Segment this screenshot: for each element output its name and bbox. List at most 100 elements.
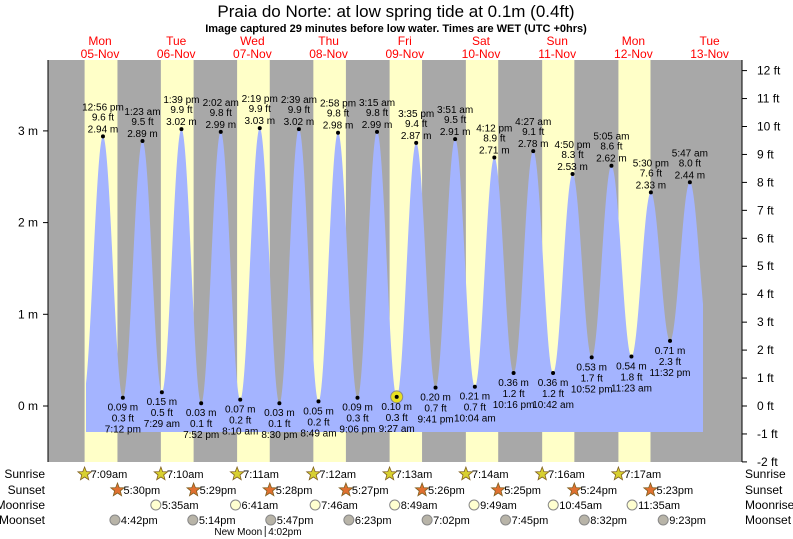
tide-height-ft: 9.9 ft (288, 105, 310, 116)
tide-time: 10:52 pm (571, 384, 613, 395)
tide-height-m: 0.15 m (147, 397, 178, 408)
day-label-date: 09-Nov (385, 47, 424, 61)
tide-point (355, 395, 360, 400)
y-left-tick-label: 2 m (18, 216, 38, 230)
day-label-dow: Sat (472, 34, 491, 48)
moonrise-icon (468, 499, 480, 511)
sunset-icon (566, 481, 583, 497)
sunrise-icon (458, 465, 474, 481)
day-label-dow: Tue (166, 34, 187, 48)
sunset-time: 5:24pm (580, 485, 617, 497)
y-left-tick-label: 1 m (18, 307, 38, 321)
y-right-tick-label: 0 ft (757, 399, 774, 413)
moonrise-time: 6:41am (242, 500, 279, 512)
tide-height-ft: 9.5 ft (444, 115, 466, 126)
sunset-icon (414, 481, 430, 497)
tide-height-m: 2.71 m (479, 145, 510, 156)
sunrise-icon (610, 465, 627, 481)
tide-time: 7:29 am (144, 419, 180, 430)
tide-point (589, 355, 594, 360)
sunset-time: 5:27pm (352, 485, 389, 497)
tide-height-ft: 9.8 ft (366, 108, 388, 119)
tide-point (159, 390, 164, 395)
tide-height-ft: 0.2 ft (307, 417, 329, 428)
tide-time: 3:51 am (437, 105, 473, 116)
tide-point (492, 155, 497, 160)
tide-height-m: 2.87 m (401, 131, 432, 142)
tide-time: 2:39 am (281, 95, 317, 106)
moonrise-time: 9:49am (480, 500, 517, 512)
day-label-date: 13-Nov (690, 47, 729, 61)
day-label-dow: Mon (88, 34, 111, 48)
moonrise-icon (309, 499, 321, 511)
y-right-tick-label: 6 ft (757, 231, 774, 245)
tide-point (570, 171, 575, 176)
tide-height-ft: 9.6 ft (92, 112, 114, 123)
sunrise-time: 7:13am (396, 469, 433, 481)
day-label-date: 07-Nov (233, 47, 272, 61)
tide-time: 7:12 pm (105, 425, 141, 436)
tide-height-ft: 9.5 ft (131, 117, 153, 128)
tide-height-m: 2.99 m (362, 120, 393, 131)
tide-point (531, 149, 536, 154)
moonset-icon (187, 514, 199, 526)
day-label-date: 08-Nov (309, 47, 348, 61)
tide-point (296, 127, 301, 132)
tide-time: 9:27 am (379, 424, 415, 435)
sunrise-row-label: Sunrise (4, 467, 45, 481)
tide-time: 11:32 pm (650, 368, 691, 379)
tide-height-ft: 8.6 ft (600, 142, 622, 153)
tide-height-m: 0.09 m (108, 403, 139, 414)
tide-point (199, 401, 204, 406)
tide-height-m: 0.21 m (460, 392, 491, 403)
day-label-dow: Fri (398, 34, 412, 48)
moonset-time: 8:32pm (590, 515, 627, 527)
tide-time: 4:50 pm (554, 140, 590, 151)
y-right-tick-label: 11 ft (757, 92, 780, 106)
tide-height-ft: 0.1 ft (268, 419, 290, 430)
tide-height-m: 0.05 m (303, 406, 334, 417)
tide-height-ft: 1.7 ft (581, 373, 603, 384)
tide-height-ft: 9.1 ft (522, 127, 544, 138)
moonset-icon (109, 514, 121, 526)
sunset-time: 5:25pm (504, 485, 541, 497)
y-right-tick-label: 4 ft (757, 287, 774, 301)
y-right-tick-label: 2 ft (757, 343, 774, 357)
tide-height-m: 0.03 m (264, 408, 295, 419)
tide-point (414, 140, 419, 145)
tide-point (140, 138, 145, 143)
sunset-icon (642, 481, 659, 497)
y-right-tick-label: 3 ft (757, 315, 774, 329)
tide-height-m: 2.99 m (205, 120, 236, 131)
moonset-time: 5:14pm (199, 515, 236, 527)
tide-point (375, 129, 380, 134)
y-right-tick-label: 1 ft (757, 371, 774, 385)
day-label-date: 05-Nov (81, 47, 120, 61)
tide-height-ft: 9.9 ft (170, 105, 192, 116)
tide-height-ft: 0.7 ft (424, 404, 446, 415)
tide-height-ft: 0.3 ft (386, 413, 408, 424)
tide-time: 2:58 pm (320, 99, 356, 110)
y-right-tick-label: 9 ft (757, 147, 774, 161)
moonrise-row-label: Moonrise (0, 498, 45, 512)
y-right-tick-label: 7 ft (757, 203, 774, 217)
tide-height-ft: 8.9 ft (483, 133, 505, 144)
y-left-tick-label: 0 m (18, 399, 38, 413)
moonset-time: 7:02pm (433, 515, 470, 527)
tide-height-m: 2.78 m (518, 139, 549, 150)
sunrise-time: 7:14am (472, 469, 509, 481)
tide-time: 2:02 am (203, 98, 239, 109)
tide-point (238, 397, 243, 402)
tide-time: 11:23 am (611, 383, 652, 394)
tide-height-m: 0.36 m (538, 378, 569, 389)
tide-height-m: 0.36 m (498, 378, 529, 389)
tide-height-ft: 8.0 ft (679, 158, 701, 169)
tide-point (316, 399, 321, 404)
tide-height-ft: 0.7 ft (464, 403, 486, 414)
moonrise-icon (389, 499, 401, 511)
tide-height-m: 0.10 m (381, 402, 412, 413)
sunrise-row-label-right: Sunrise (745, 467, 786, 481)
sunset-time: 5:30pm (123, 485, 160, 497)
